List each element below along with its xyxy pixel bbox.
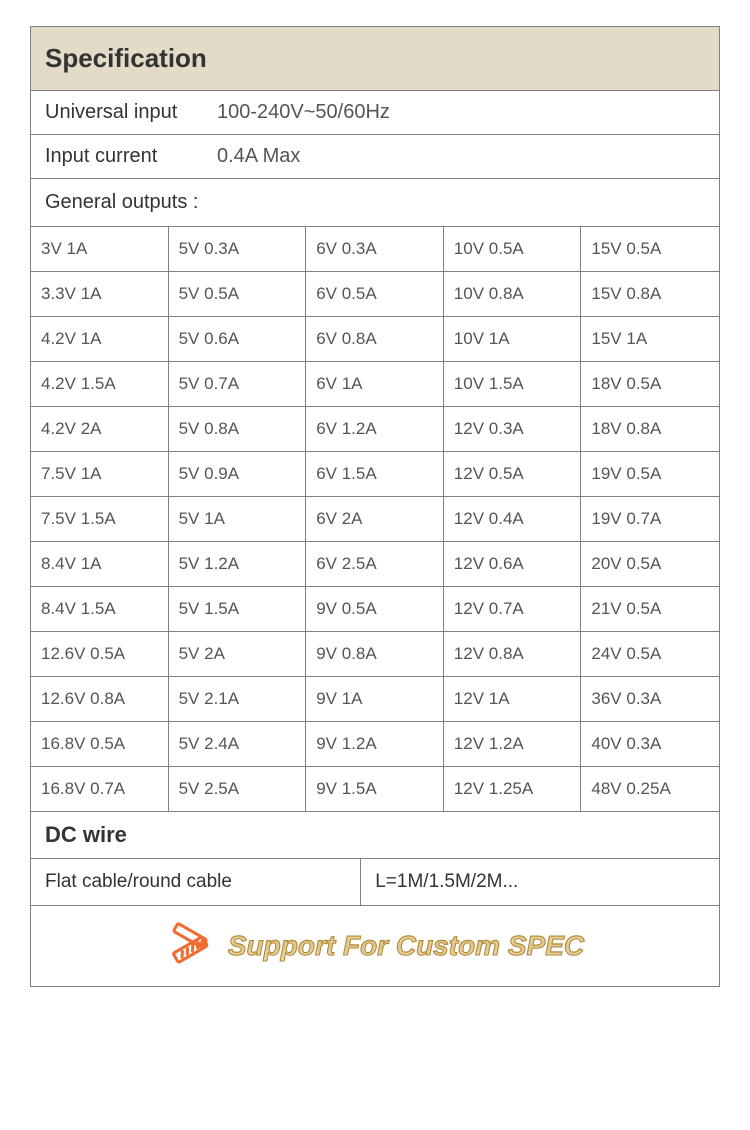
dc-wire-cable-type: Flat cable/round cable [31,859,361,905]
dc-wire-length: L=1M/1.5M/2M... [361,859,719,905]
output-cell: 15V 0.8A [581,272,719,317]
output-cell: 12V 1.2A [444,722,582,767]
output-cell: 5V 0.5A [169,272,307,317]
output-cell: 21V 0.5A [581,587,719,632]
output-cell: 10V 0.8A [444,272,582,317]
output-cell: 4.2V 2A [31,407,169,452]
output-cell: 6V 1A [306,362,444,407]
dc-wire-header: DC wire [31,812,719,859]
output-cell: 9V 0.5A [306,587,444,632]
output-cell: 8.4V 1.5A [31,587,169,632]
output-cell: 6V 0.5A [306,272,444,317]
output-cell: 5V 2.5A [169,767,307,812]
spec-header: Specification [31,27,719,91]
custom-spec-text: Support For Custom SPEC [228,930,584,962]
dc-wire-title: DC wire [45,822,127,847]
output-cell: 15V 1A [581,317,719,362]
dc-wire-row: Flat cable/round cable L=1M/1.5M/2M... [31,859,719,906]
output-cell: 5V 0.8A [169,407,307,452]
output-cell: 19V 0.7A [581,497,719,542]
output-cell: 5V 0.3A [169,227,307,272]
info-row-universal-input: Universal input 100-240V~50/60Hz [31,91,719,135]
output-cell: 12V 0.6A [444,542,582,587]
output-cell: 12V 0.3A [444,407,582,452]
output-cell: 6V 0.8A [306,317,444,362]
output-cell: 4.2V 1A [31,317,169,362]
output-cell: 16.8V 0.7A [31,767,169,812]
output-cell: 36V 0.3A [581,677,719,722]
outputs-grid: 3V 1A5V 0.3A6V 0.3A10V 0.5A15V 0.5A 3.3V … [31,227,719,812]
output-cell: 12.6V 0.5A [31,632,169,677]
output-cell: 5V 2.1A [169,677,307,722]
spec-table: Specification Universal input 100-240V~5… [30,26,720,987]
output-cell: 6V 1.5A [306,452,444,497]
output-cell: 3V 1A [31,227,169,272]
output-cell: 5V 2.4A [169,722,307,767]
output-cell: 3.3V 1A [31,272,169,317]
output-cell: 10V 1.5A [444,362,582,407]
output-cell: 12V 1.25A [444,767,582,812]
output-cell: 18V 0.8A [581,407,719,452]
output-cell: 18V 0.5A [581,362,719,407]
output-cell: 9V 1.5A [306,767,444,812]
info-value: 100-240V~50/60Hz [217,101,390,124]
info-value: 0.4A Max [217,145,300,168]
output-cell: 15V 0.5A [581,227,719,272]
output-cell: 12V 0.5A [444,452,582,497]
output-cell: 4.2V 1.5A [31,362,169,407]
output-cell: 6V 2A [306,497,444,542]
output-cell: 5V 1A [169,497,307,542]
output-cell: 12.6V 0.8A [31,677,169,722]
output-cell: 9V 0.8A [306,632,444,677]
ruler-pencil-icon [166,922,214,970]
output-cell: 10V 1A [444,317,582,362]
output-cell: 6V 1.2A [306,407,444,452]
output-cell: 12V 0.4A [444,497,582,542]
output-cell: 24V 0.5A [581,632,719,677]
output-cell: 12V 0.8A [444,632,582,677]
general-outputs-label: General outputs : [31,179,719,227]
output-cell: 12V 1A [444,677,582,722]
output-cell: 6V 2.5A [306,542,444,587]
spec-title: Specification [45,43,207,73]
output-cell: 8.4V 1A [31,542,169,587]
info-label: Universal input [45,101,217,124]
info-row-input-current: Input current 0.4A Max [31,135,719,179]
output-cell: 5V 0.6A [169,317,307,362]
output-cell: 6V 0.3A [306,227,444,272]
output-cell: 20V 0.5A [581,542,719,587]
output-cell: 9V 1.2A [306,722,444,767]
output-cell: 5V 1.5A [169,587,307,632]
output-cell: 5V 0.7A [169,362,307,407]
output-cell: 12V 0.7A [444,587,582,632]
output-cell: 7.5V 1.5A [31,497,169,542]
output-cell: 5V 0.9A [169,452,307,497]
output-cell: 19V 0.5A [581,452,719,497]
output-cell: 10V 0.5A [444,227,582,272]
output-cell: 16.8V 0.5A [31,722,169,767]
custom-spec-banner: Support For Custom SPEC [31,906,719,986]
output-cell: 7.5V 1A [31,452,169,497]
output-cell: 5V 2A [169,632,307,677]
output-cell: 5V 1.2A [169,542,307,587]
output-cell: 9V 1A [306,677,444,722]
info-label: Input current [45,145,217,168]
output-cell: 40V 0.3A [581,722,719,767]
output-cell: 48V 0.25A [581,767,719,812]
